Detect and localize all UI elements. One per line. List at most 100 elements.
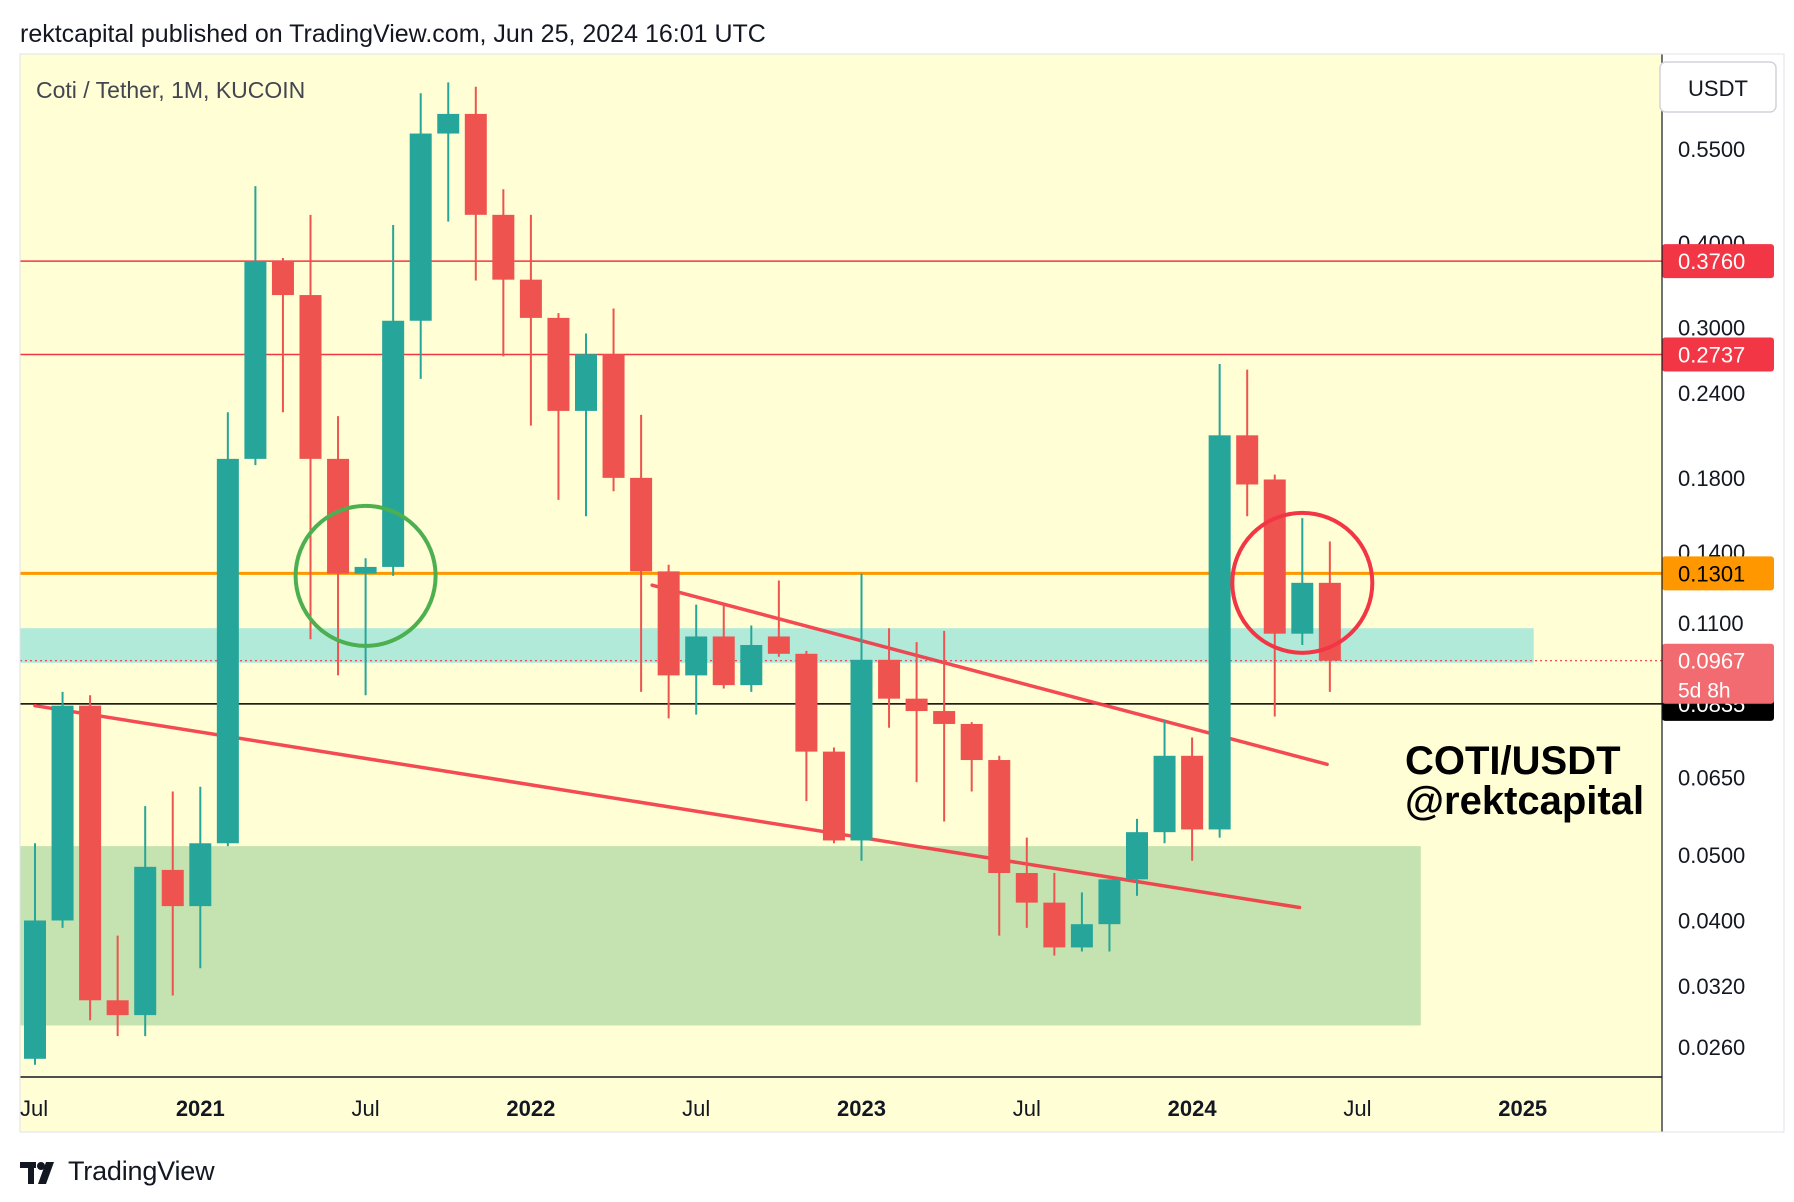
candle-up (382, 225, 405, 576)
level-tag-bg (1662, 556, 1774, 591)
level-tag-value: 0.0967 (1678, 649, 1745, 674)
candle-body (354, 566, 377, 574)
candle-down (299, 214, 322, 640)
candle-up (685, 604, 708, 715)
level-tag-key-level: 0.1301 (1662, 556, 1774, 591)
candle-up (244, 186, 267, 466)
candle-up (354, 558, 377, 696)
candle-up (1070, 892, 1093, 952)
price-axis-ticks: 0.55000.40000.30000.24000.18000.14000.11… (1678, 137, 1745, 1060)
level-tag-bg (1662, 337, 1774, 372)
circles-layer (293, 503, 1375, 655)
candle-body (988, 760, 1011, 874)
candle-body (299, 295, 322, 459)
candle-down (1043, 873, 1066, 956)
currency-button[interactable]: USDT (1659, 61, 1777, 113)
candle-body (106, 1000, 129, 1016)
candle-down (878, 628, 901, 728)
chart-title: Coti / Tether, 1M, KUCOIN (36, 77, 305, 103)
candle-body (547, 317, 570, 411)
green-circle (293, 503, 438, 648)
price-tick: 0.5500 (1678, 137, 1745, 162)
red-circle (1230, 510, 1375, 655)
annotation-handle: @rektcapital (1405, 779, 1644, 823)
candle-down (271, 257, 294, 413)
price-tick: 0.0400 (1678, 908, 1745, 933)
candle-body (822, 751, 845, 841)
candle-body (409, 133, 432, 321)
candle-down (905, 642, 928, 783)
price-tick: 0.1100 (1678, 611, 1744, 636)
candle-body (382, 320, 405, 567)
published-header: rektcapital published on TradingView.com… (20, 20, 766, 48)
currency-label: USDT (1688, 76, 1748, 101)
candle-down (657, 564, 680, 719)
time-tick: 2022 (506, 1096, 555, 1121)
level-tag-last-price: 0.0967 5d 8h (1662, 643, 1774, 704)
candle-body (519, 279, 542, 318)
candle-body (327, 458, 350, 574)
candle-down (933, 630, 956, 822)
candle-body (767, 636, 790, 654)
price-tick: 0.1800 (1678, 466, 1745, 491)
candle-body (657, 571, 680, 676)
candle-body (51, 705, 74, 921)
candle-down (630, 414, 653, 692)
candle-up (740, 625, 763, 692)
candle-body (79, 705, 102, 1001)
price-tick: 0.3000 (1678, 316, 1745, 341)
level-tag-countdown: 5d 8h (1678, 680, 1731, 703)
candle-body (933, 711, 956, 724)
candle-body (1153, 755, 1176, 833)
candle-body (1318, 582, 1341, 661)
candle-up (1153, 720, 1176, 844)
candle-body (960, 723, 983, 761)
candle-down (519, 214, 542, 426)
candle-body (216, 458, 239, 844)
candle-body (161, 869, 184, 907)
candle-body (1070, 924, 1093, 948)
price-tick: 0.2400 (1678, 381, 1745, 406)
zones-layer (20, 628, 1534, 1026)
lower-trendline (33, 703, 1302, 910)
candle-body (1015, 873, 1038, 903)
candle-down (492, 189, 515, 357)
chart-frame (19, 53, 1785, 1133)
time-axis-ticks: Jul 2021 Jul 2022 Jul 2023 Jul 2024 Jul 2025 (20, 1096, 1547, 1121)
candle-body (575, 354, 597, 411)
candle-down (712, 604, 735, 689)
price-tick: 0.0500 (1678, 843, 1745, 868)
candle-down (464, 86, 487, 281)
price-tick: 0.0650 (1678, 766, 1745, 791)
footer: TradingView (20, 1156, 215, 1187)
time-tick: Jul (20, 1096, 48, 1121)
level-tag-value: 0.1301 (1678, 561, 1745, 586)
candle-up (1098, 879, 1121, 952)
level-tag-resistance: 0.2737 (1662, 337, 1774, 372)
candle-down (547, 313, 570, 500)
candle-down (795, 650, 818, 802)
candle-down (1015, 837, 1038, 928)
candle-down (602, 308, 625, 492)
time-tick: Jul (682, 1096, 710, 1121)
candle-down (1318, 541, 1341, 692)
candle-body (685, 636, 708, 676)
candle-body (244, 261, 267, 459)
time-tick: 2025 (1498, 1096, 1547, 1121)
candle-body (630, 477, 653, 572)
candle-body (1236, 435, 1259, 485)
candle-body (602, 354, 625, 478)
candle-body (878, 659, 901, 699)
candle-body (1263, 479, 1286, 634)
candle-down (327, 416, 350, 676)
candles-layer (24, 82, 1341, 1065)
candle-body (24, 920, 46, 1059)
candle-up (1208, 364, 1231, 838)
price-tick: 0.0320 (1678, 974, 1745, 999)
candle-body (795, 653, 818, 752)
candle-body (1208, 435, 1231, 830)
candle-body (1181, 755, 1204, 830)
candle-body (1291, 582, 1314, 634)
